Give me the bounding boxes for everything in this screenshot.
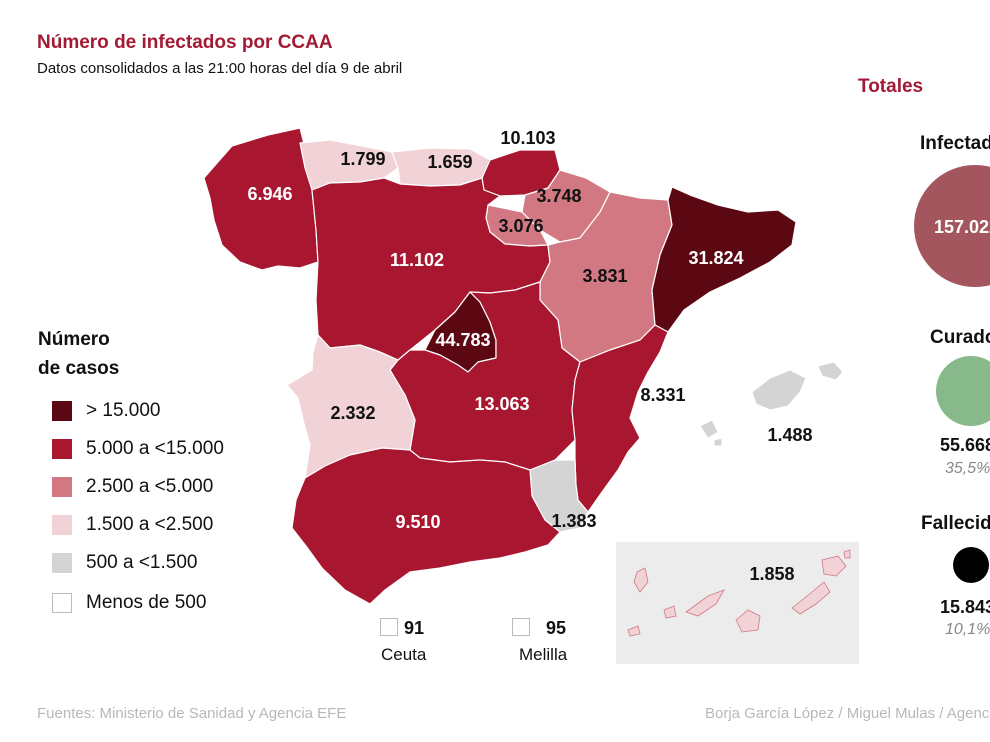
- label-galicia: 6.946: [247, 184, 292, 204]
- label-cantabria: 1.659: [427, 152, 472, 172]
- label-navarra: 3.748: [536, 186, 581, 206]
- legend-label: 1.500 a <2.500: [86, 514, 214, 535]
- legend-label: 5.000 a <15.000: [86, 438, 224, 459]
- region-andalucia[interactable]: [291, 447, 561, 605]
- label-canarias: 1.858: [749, 564, 794, 584]
- legend-item: 1.500 a <2.500: [52, 513, 213, 537]
- infectados-label: Infectados: [920, 133, 990, 154]
- label-valencia: 8.331: [640, 385, 685, 405]
- ceuta-name: Ceuta: [381, 645, 427, 664]
- melilla-value: 95: [546, 618, 567, 638]
- fallecidos-pct: 10,1%: [945, 621, 990, 638]
- melilla-swatch: [512, 618, 530, 636]
- ceuta-swatch: [380, 618, 398, 636]
- label-castilla-leon: 11.102: [390, 250, 444, 270]
- label-madrid: 44.783: [435, 330, 490, 350]
- melilla-name: Melilla: [519, 645, 568, 664]
- canarias-inset: [616, 542, 859, 664]
- label-la-rioja: 3.076: [498, 216, 543, 236]
- legend-item: Menos de 500: [52, 591, 206, 615]
- infectados-circle: [914, 165, 990, 287]
- legend-label: Menos de 500: [86, 592, 207, 613]
- legend-swatch: [52, 477, 72, 497]
- label-castilla-la-mancha: 13.063: [474, 394, 529, 414]
- ceuta-value: 91: [404, 618, 425, 638]
- legend-swatch: [52, 439, 72, 459]
- fallecidos-circle: [953, 547, 989, 583]
- region-galicia[interactable]: [203, 127, 319, 271]
- map-title: Número de infectados por CCAA: [37, 32, 333, 53]
- legend-swatch: [52, 401, 72, 421]
- label-asturias: 1.799: [340, 149, 385, 169]
- label-extremadura: 2.332: [330, 403, 375, 423]
- curados-circle: [936, 356, 990, 426]
- legend-label: 500 a <1.500: [86, 552, 198, 573]
- curados-label: Curados: [930, 327, 990, 348]
- legend-item: 5.000 a <15.000: [52, 437, 224, 461]
- label-pais-vasco: 10.103: [500, 128, 555, 148]
- legend-swatch: [52, 515, 72, 535]
- region-cataluna[interactable]: [651, 186, 797, 333]
- legend-label: > 15.000: [86, 400, 161, 421]
- legend-item: > 15.000: [52, 399, 161, 423]
- fallecidos-value: 15.843: [940, 597, 990, 617]
- curados-value: 55.668: [940, 435, 990, 455]
- totals-title: Totales: [858, 76, 924, 97]
- region-canarias[interactable]: [627, 549, 851, 637]
- label-andalucia: 9.510: [395, 512, 440, 532]
- legend-title-line1: Número: [38, 329, 110, 350]
- legend-item: 2.500 a <5.000: [52, 475, 213, 499]
- region-valencia[interactable]: [571, 324, 669, 513]
- legend-swatch: [52, 593, 72, 613]
- legend-item: 500 a <1.500: [52, 551, 197, 575]
- legend-title-line2: de casos: [38, 358, 120, 379]
- infectados-value: 157.022: [934, 217, 990, 237]
- footer-credits: Borja García López / Miguel Mulas / Agen…: [705, 705, 990, 722]
- fallecidos-label: Fallecidos: [921, 513, 990, 534]
- curados-pct: 35,5%: [945, 460, 990, 477]
- footer-sources: Fuentes: Ministerio de Sanidad y Agencia…: [37, 705, 347, 722]
- legend-title: Número de casos: [38, 325, 119, 383]
- label-baleares: 1.488: [767, 425, 812, 445]
- legend-label: 2.500 a <5.000: [86, 476, 214, 497]
- label-cataluna: 31.824: [688, 248, 743, 268]
- region-baleares[interactable]: [699, 361, 844, 447]
- label-aragon: 3.831: [582, 266, 627, 286]
- label-murcia: 1.383: [551, 511, 596, 531]
- map-subtitle: Datos consolidados a las 21:00 horas del…: [37, 60, 403, 77]
- legend-swatch: [52, 553, 72, 573]
